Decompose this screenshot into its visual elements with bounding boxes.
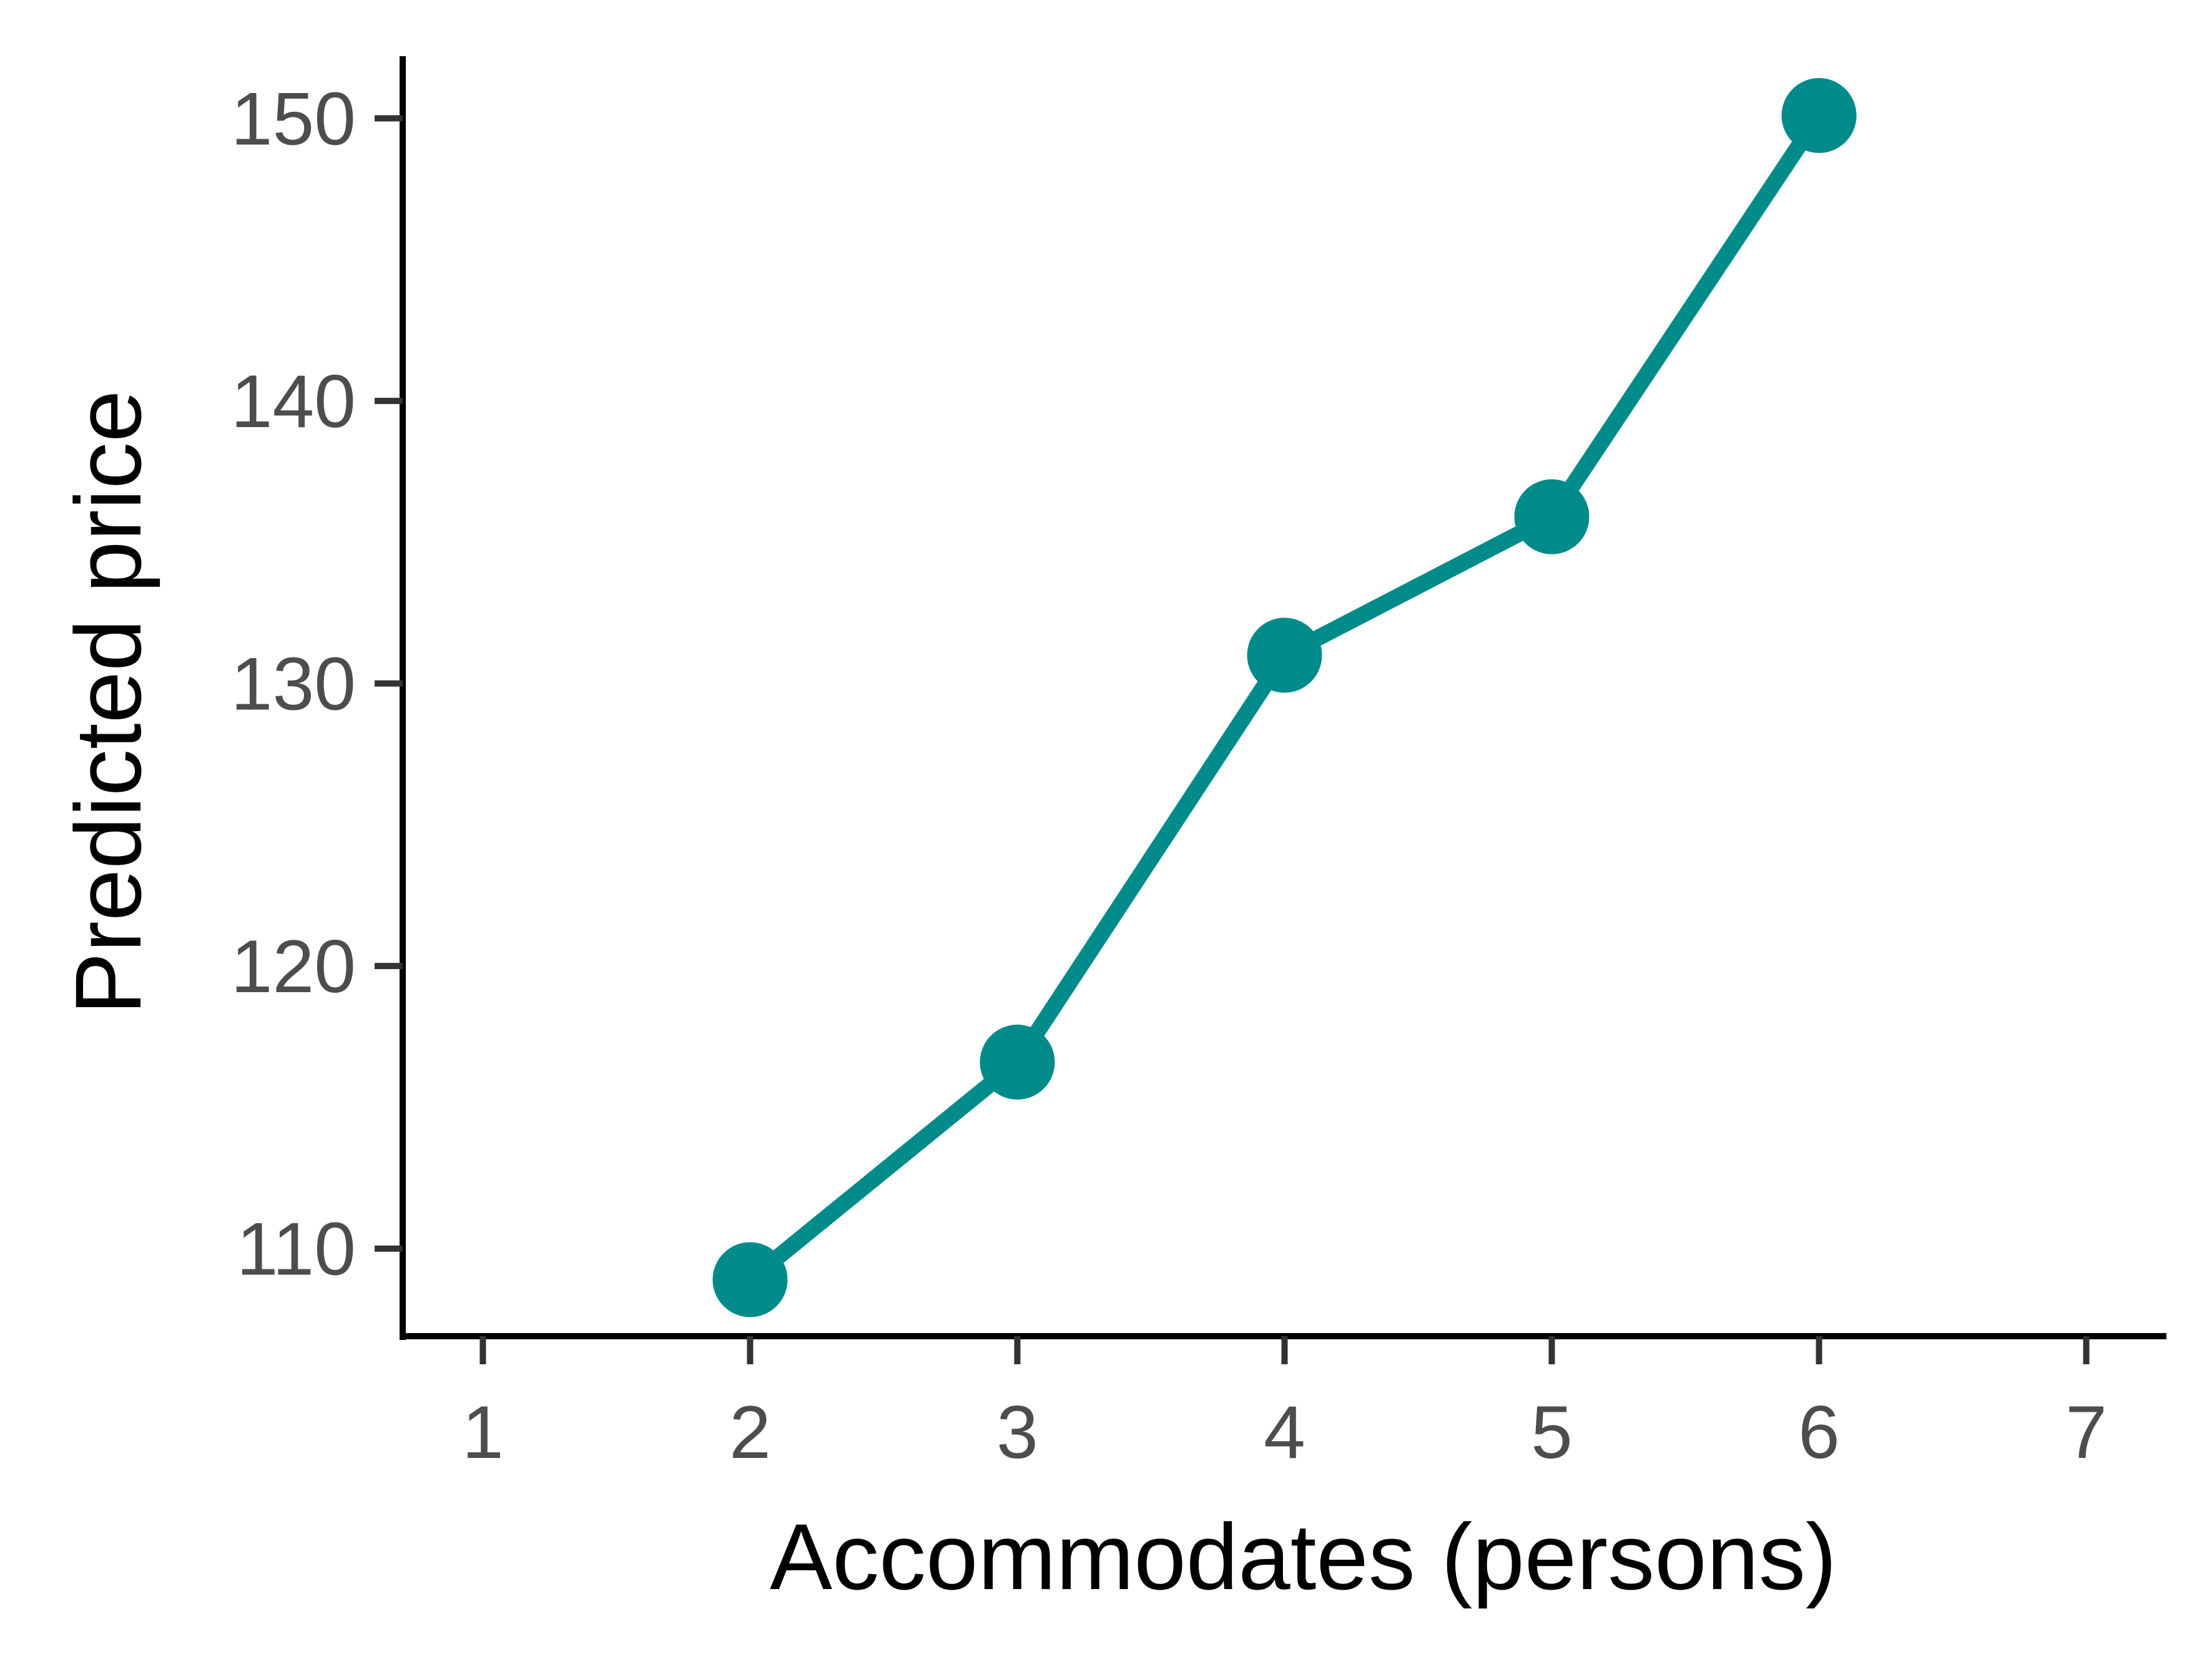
y-tick-label: 130 [231,642,356,726]
data-point [1781,78,1857,154]
y-tick-label: 150 [231,77,356,161]
x-tick-label: 3 [996,1391,1038,1474]
y-axis-title: Predicted price [56,390,160,1015]
data-point [1514,479,1590,554]
x-axis-ticks: 1 2 3 4 5 6 7 [462,1336,2107,1474]
y-tick-label: 110 [237,1208,356,1291]
y-tick-label: 140 [231,360,356,443]
x-axis-title: Accommodates (persons) [770,1504,1837,1609]
x-tick-label: 6 [1798,1391,1840,1474]
x-tick-label: 2 [729,1391,771,1474]
x-tick-label: 5 [1531,1391,1573,1474]
plot-area [712,78,1857,1317]
data-point [1247,618,1322,693]
data-point [712,1242,788,1317]
y-tick-label: 120 [231,925,356,1008]
series-line [742,107,1827,1288]
y-axis-ticks: 110 120 130 140 150 [231,77,403,1291]
x-tick-label: 4 [1264,1391,1305,1474]
data-point [980,1025,1055,1100]
x-tick-label: 7 [2065,1391,2107,1474]
x-tick-label: 1 [462,1391,504,1474]
